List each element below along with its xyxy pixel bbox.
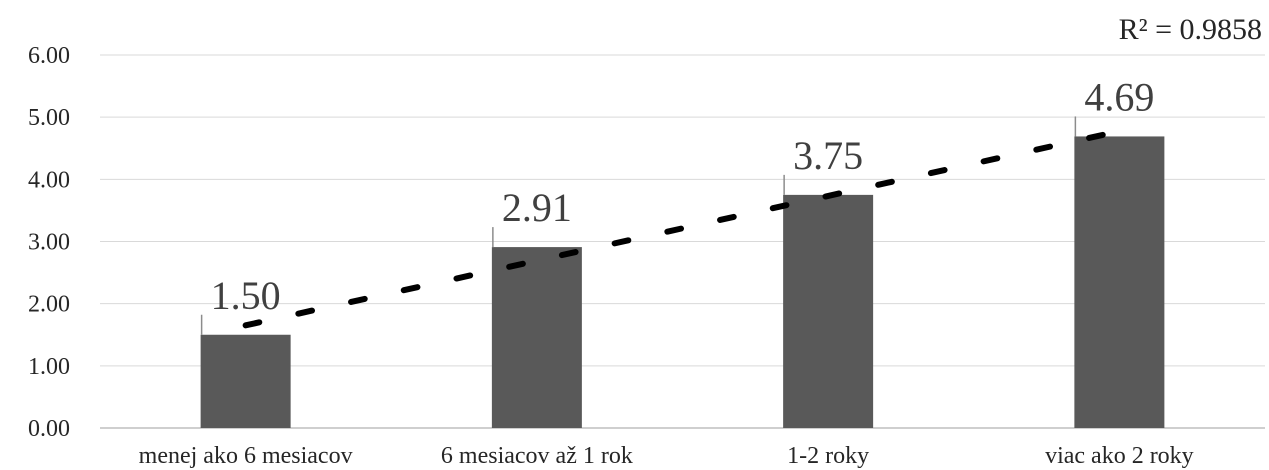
y-tick-label: 6.00 bbox=[28, 43, 70, 69]
y-tick-label: 5.00 bbox=[28, 105, 70, 131]
bar bbox=[200, 334, 291, 428]
data-label: 1.50 bbox=[211, 273, 281, 318]
category-labels: menej ako 6 mesiacov 6 mesiacov až 1 rok 1… bbox=[139, 443, 1194, 469]
y-axis-tick-labels: 0.00 1.00 2.00 3.00 4.00 5.00 6.00 bbox=[28, 43, 70, 442]
data-label: 2.91 bbox=[502, 185, 572, 230]
y-tick-label: 4.00 bbox=[28, 167, 70, 193]
trendline-path bbox=[242, 128, 1123, 329]
y-tick-label: 2.00 bbox=[28, 292, 70, 318]
trendline bbox=[242, 128, 1123, 329]
bar bbox=[783, 194, 874, 428]
r-squared-label: R² = 0.9858 bbox=[1119, 13, 1262, 46]
bars bbox=[200, 136, 1165, 428]
bar bbox=[1074, 136, 1165, 428]
y-tick-label: 3.00 bbox=[28, 230, 70, 256]
category-label: menej ako 6 mesiacov bbox=[139, 443, 353, 469]
bar bbox=[491, 247, 582, 428]
category-label: viac ako 2 roky bbox=[1045, 443, 1194, 469]
data-label: 3.75 bbox=[793, 133, 863, 178]
gridlines bbox=[100, 54, 1265, 429]
y-tick-label: 1.00 bbox=[28, 354, 70, 380]
category-label: 6 mesiacov až 1 rok bbox=[441, 443, 633, 469]
y-tick-label: 0.00 bbox=[28, 416, 70, 442]
category-label: 1-2 roky bbox=[787, 443, 869, 469]
data-labels: 1.50 2.91 3.75 4.69 bbox=[200, 74, 1154, 335]
data-label: 4.69 bbox=[1084, 74, 1154, 119]
